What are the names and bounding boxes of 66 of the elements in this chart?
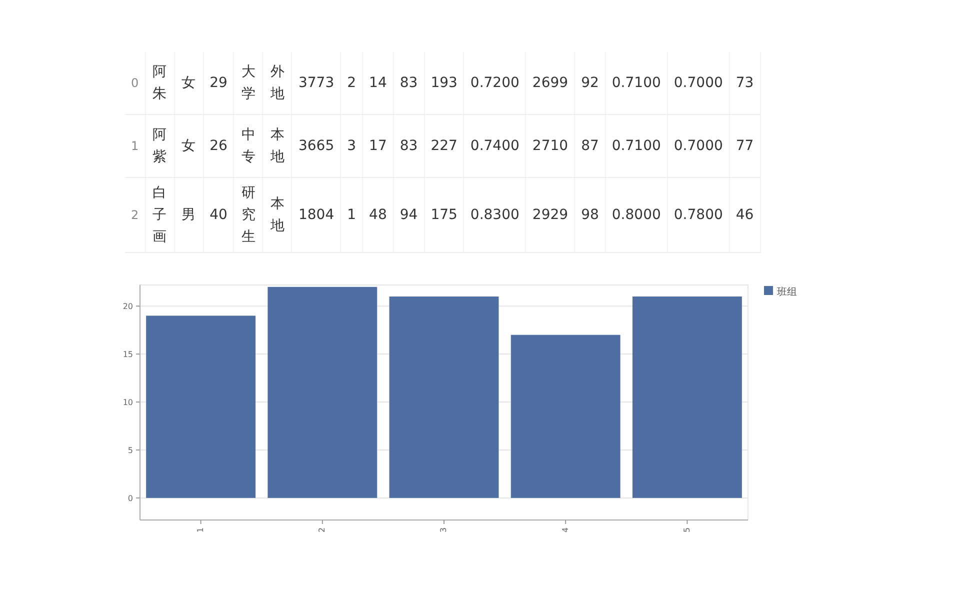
text: 40 (210, 207, 228, 223)
text: 98 (581, 207, 599, 223)
text: 本地 (270, 127, 284, 165)
text: 2699 (532, 75, 568, 91)
text: 女 (182, 138, 196, 154)
text: 0.8000 (612, 207, 661, 223)
text: 83 (400, 75, 418, 91)
text: 0.7800 (674, 207, 723, 223)
text: 2929 (532, 207, 568, 223)
text: 46 (736, 207, 754, 223)
text: 阿朱 (152, 64, 167, 102)
y-tick-label: 10 (122, 398, 133, 408)
text: 0.7100 (612, 138, 661, 154)
y-tick-label: 5 (128, 446, 133, 455)
text: 2710 (532, 138, 568, 154)
y-tick-label: 20 (122, 302, 133, 312)
text: 175 (430, 207, 458, 223)
text: 92 (581, 75, 599, 91)
text: 3773 (298, 75, 334, 91)
text: 0.7400 (470, 138, 520, 154)
y-tick-label: 15 (122, 350, 133, 360)
text: 94 (400, 207, 418, 223)
text: 外地 (270, 64, 284, 102)
legend-label: 班组 (777, 286, 797, 298)
text: 大学 (241, 64, 256, 102)
text: 77 (736, 138, 754, 154)
x-tick-label: 1 (196, 527, 205, 533)
bar (510, 334, 620, 498)
bar (146, 316, 256, 498)
text: 1 (347, 207, 356, 223)
text: 14 (369, 75, 387, 91)
text: 26 (210, 138, 228, 154)
text: 193 (430, 75, 458, 91)
text: 87 (581, 138, 599, 154)
x-tick-label: 5 (682, 527, 692, 533)
text: 73 (736, 75, 754, 91)
text: 本地 (270, 196, 284, 234)
text: 3 (347, 138, 356, 154)
x-tick-label: 3 (439, 527, 448, 533)
x-tick-label: 4 (560, 527, 570, 533)
text: 0.7200 (470, 75, 520, 91)
text: 研究生 (241, 185, 256, 245)
text: 0.8300 (470, 207, 520, 223)
bar (389, 296, 499, 498)
bar (268, 286, 378, 498)
text: 男 (182, 207, 196, 223)
text: 女 (182, 75, 196, 91)
text: 0.7100 (612, 75, 661, 91)
category-label: 2 (347, 75, 356, 91)
y-tick-label: 0 (128, 494, 133, 503)
bar (632, 296, 742, 498)
text: 0.7000 (674, 75, 723, 91)
text: 1804 (298, 207, 334, 223)
text: 48 (369, 207, 387, 223)
category-label: 1 (131, 139, 139, 153)
text: 白子画 (152, 185, 167, 245)
text: 17 (369, 138, 387, 154)
text: 中专 (241, 127, 256, 165)
text: 0.7000 (674, 138, 723, 154)
x-tick-label: 2 (318, 527, 327, 533)
text: 83 (400, 138, 418, 154)
text: 2 (131, 208, 139, 222)
text: 阿紫 (152, 127, 167, 165)
text: 29 (210, 75, 228, 91)
text: 3665 (298, 138, 334, 154)
text: 227 (430, 138, 458, 154)
